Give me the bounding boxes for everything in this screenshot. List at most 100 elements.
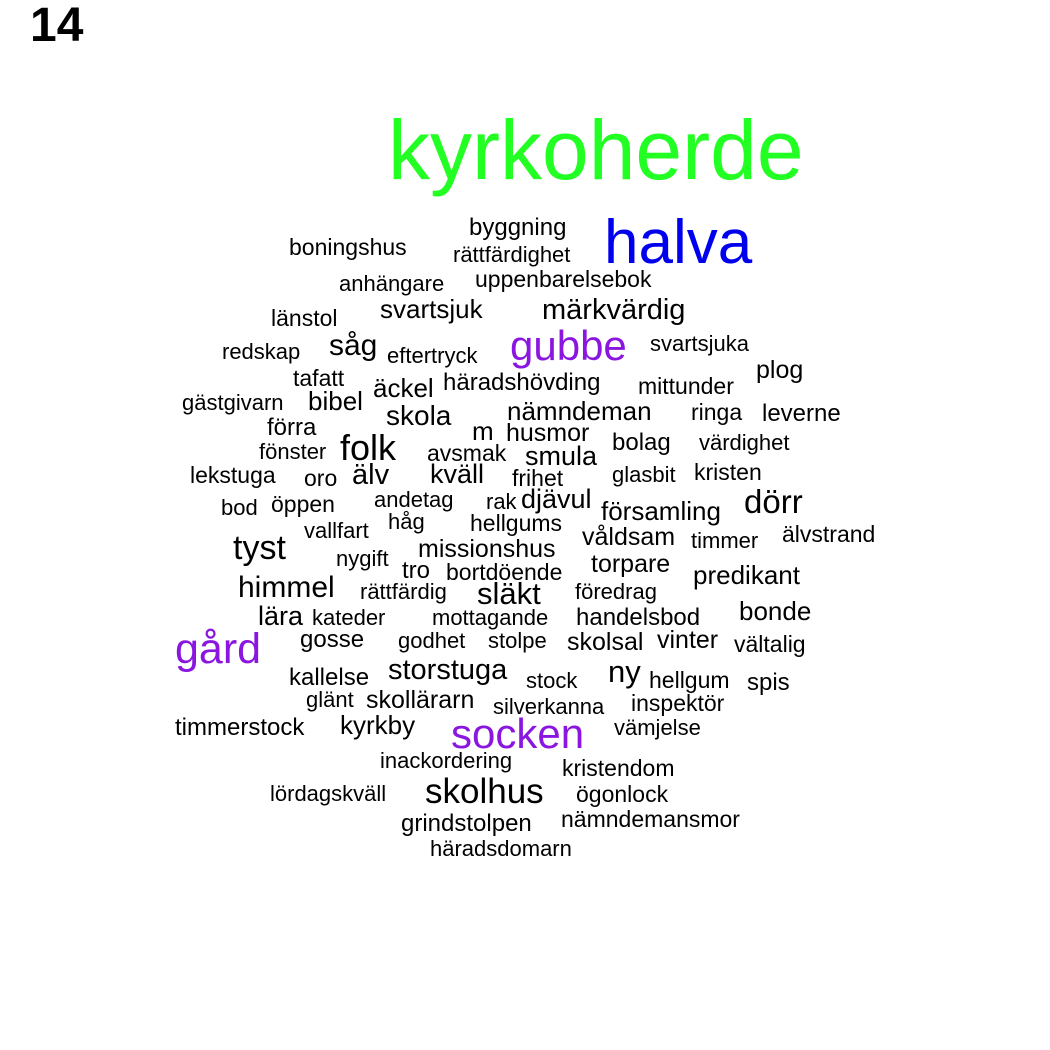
word-stolpe: stolpe <box>488 628 547 653</box>
word-foredrag: föredrag <box>575 579 657 604</box>
word-lekstuga: lekstuga <box>190 462 276 488</box>
word-boningshus: boningshus <box>289 234 407 260</box>
word-hag: håg <box>388 509 425 534</box>
word-vamjelse: vämjelse <box>614 715 701 740</box>
word-vardighet: värdighet <box>699 430 790 455</box>
word-lanstol: länstol <box>271 305 338 331</box>
word-kyrkoherde: kyrkoherde <box>388 103 804 197</box>
word-mittunder: mittunder <box>638 373 734 399</box>
word-folk: folk <box>340 427 397 468</box>
word-smula: smula <box>525 441 598 471</box>
word-plog: plog <box>756 356 804 384</box>
word-uppenbarelsebok: uppenbarelsebok <box>475 266 652 292</box>
word-godhet: godhet <box>398 628 466 653</box>
word-mottagande: mottagande <box>432 605 549 630</box>
word-byggning: byggning <box>469 214 567 241</box>
word-vallfart: vallfart <box>304 518 369 543</box>
word-forra: förra <box>267 414 317 441</box>
word-svartsjuk: svartsjuk <box>380 294 483 324</box>
word-timmerstock: timmerstock <box>175 714 305 741</box>
word-bod: bod <box>221 495 258 520</box>
word-tyst: tyst <box>233 529 286 567</box>
word-hellgums: hellgums <box>470 510 563 536</box>
word-husmor: husmor <box>506 419 590 447</box>
word-skola: skola <box>386 400 452 431</box>
word-frihet: frihet <box>512 465 564 491</box>
word-stock: stock <box>526 668 578 693</box>
word-haradshovding: häradshövding <box>443 369 601 396</box>
word-storstuga: storstuga <box>388 654 508 686</box>
word-slakt: släkt <box>477 576 541 611</box>
word-ackel: äckel <box>373 373 434 403</box>
word-bolag: bolag <box>612 429 671 456</box>
word-spis: spis <box>747 669 790 696</box>
word-anhangare: anhängare <box>339 271 445 296</box>
word-djavul: djävul <box>521 484 592 514</box>
word-tro: tro <box>402 557 431 584</box>
word-andetag: andetag <box>374 487 454 512</box>
word-predikant: predikant <box>693 560 800 590</box>
word-namndemansmor: nämndemansmor <box>561 806 740 832</box>
word-leverne: leverne <box>762 400 841 427</box>
word-forsamling: församling <box>601 496 721 526</box>
word-alvstrand: älvstrand <box>782 521 876 547</box>
word-torpare: torpare <box>591 550 671 578</box>
word-eftertryck: eftertryck <box>387 343 478 368</box>
word-rak: rak <box>486 489 517 514</box>
word-kristen: kristen <box>694 459 762 485</box>
word-namndeman: nämndeman <box>507 396 652 426</box>
word-bortdoende: bortdöende <box>446 559 563 585</box>
word-alv: älv <box>352 459 390 491</box>
word-valtalig: vältalig <box>734 631 806 657</box>
word-sag: såg <box>329 329 378 362</box>
word-tafatt: tafatt <box>293 365 345 391</box>
word-gard: gård <box>175 625 262 673</box>
word-svartsjuka: svartsjuka <box>650 331 750 356</box>
word-inspektor: inspektör <box>631 690 725 716</box>
word-haradsdomarn: häradsdomarn <box>430 836 572 861</box>
word-rattfardig: rättfärdig <box>360 579 447 604</box>
word-bibel: bibel <box>308 386 363 416</box>
word-avsmak: avsmak <box>427 440 507 466</box>
word-timmer: timmer <box>691 528 759 553</box>
word-kateder: kateder <box>312 605 386 630</box>
word-nygift: nygift <box>336 546 389 571</box>
word-gubbe: gubbe <box>510 322 627 369</box>
word-skollararn: skollärarn <box>366 686 475 714</box>
word-missionshus: missionshus <box>418 535 556 563</box>
word-handelsbod: handelsbod <box>576 604 701 631</box>
word-inackordering: inackordering <box>380 748 513 773</box>
word-gastgivarn: gästgivarn <box>182 390 284 415</box>
word-dorr: dörr <box>744 483 803 520</box>
word-kvall: kväll <box>430 459 485 489</box>
word-oro: oro <box>304 465 338 491</box>
word-lara: lära <box>258 601 304 631</box>
word-kallelse: kallelse <box>289 664 370 691</box>
word-oppen: öppen <box>271 491 335 517</box>
word-socken: socken <box>451 710 585 757</box>
word-halva: halva <box>604 208 753 277</box>
word-rattfardighet: rättfärdighet <box>453 242 571 267</box>
word-skolsal: skolsal <box>567 628 644 656</box>
word-kyrkby: kyrkby <box>340 710 416 740</box>
word-lordagskvall: lördagskväll <box>270 781 387 806</box>
word-markvardig: märkvärdig <box>542 294 686 326</box>
word-grindstolpen: grindstolpen <box>401 810 532 837</box>
word-ringa: ringa <box>691 399 743 425</box>
word-m: m <box>472 416 494 446</box>
word-skolhus: skolhus <box>425 772 544 811</box>
word-fonster: fönster <box>259 439 327 464</box>
word-redskap: redskap <box>222 339 301 364</box>
panel-label: 14 <box>30 0 84 52</box>
word-bonde: bonde <box>739 596 812 626</box>
word-silverkanna: silverkanna <box>493 694 605 719</box>
word-valdsam: våldsam <box>582 523 676 551</box>
word-kristendom: kristendom <box>562 755 675 781</box>
word-vinter: vinter <box>657 626 719 654</box>
word-glasbit: glasbit <box>612 462 676 487</box>
word-ogonlock: ögonlock <box>576 781 669 807</box>
word-ny: ny <box>608 654 641 689</box>
word-glant: glänt <box>306 687 354 712</box>
word-hellgum: hellgum <box>649 667 730 693</box>
